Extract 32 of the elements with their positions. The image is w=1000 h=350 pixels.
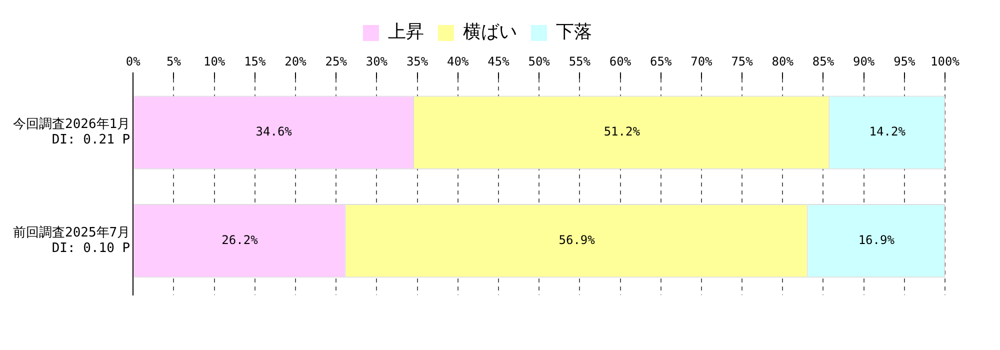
- data-label: 16.9%: [858, 232, 896, 247]
- data-label: 14.2%: [869, 124, 906, 139]
- x-tick-label: 15%: [244, 54, 267, 68]
- x-tick-label: 20%: [284, 54, 308, 68]
- x-tick-label: 50%: [528, 54, 551, 68]
- x-tick-label: 80%: [772, 54, 794, 68]
- x-tick-label: 95%: [894, 54, 916, 68]
- x-tick-label: 40%: [447, 54, 470, 68]
- x-tick-label: 75%: [731, 54, 754, 68]
- x-tick-label: 25%: [325, 54, 348, 68]
- x-tick-label: 60%: [609, 54, 632, 68]
- x-tick-label: 5%: [166, 54, 182, 68]
- x-tick-label: 85%: [812, 54, 835, 68]
- x-tick-label: 55%: [568, 54, 592, 68]
- x-tick-label: 90%: [852, 54, 876, 68]
- x-tick-label: 10%: [203, 54, 226, 68]
- data-label: 51.2%: [604, 124, 641, 139]
- x-tick-label: 65%: [650, 54, 672, 68]
- data-label: 34.6%: [256, 124, 293, 139]
- data-label: 56.9%: [558, 232, 596, 247]
- x-tick-label: 70%: [690, 54, 714, 68]
- legend-label: 横ばい: [463, 22, 517, 43]
- y-tick-label: 前回調査2025年7月 DI: 0.10 P: [12, 225, 130, 256]
- y-tick-label: 今回調査2026年1月 DI: 0.21 P: [12, 117, 130, 148]
- legend-label: 下落: [556, 22, 592, 43]
- x-tick-label: 100%: [930, 54, 960, 68]
- x-tick-label: 35%: [406, 54, 429, 68]
- legend-label: 上昇: [388, 22, 424, 43]
- x-tick-label: 0%: [126, 54, 142, 68]
- x-tick-label: 30%: [366, 54, 388, 68]
- x-tick-label: 45%: [488, 54, 510, 68]
- data-label: 26.2%: [222, 232, 259, 247]
